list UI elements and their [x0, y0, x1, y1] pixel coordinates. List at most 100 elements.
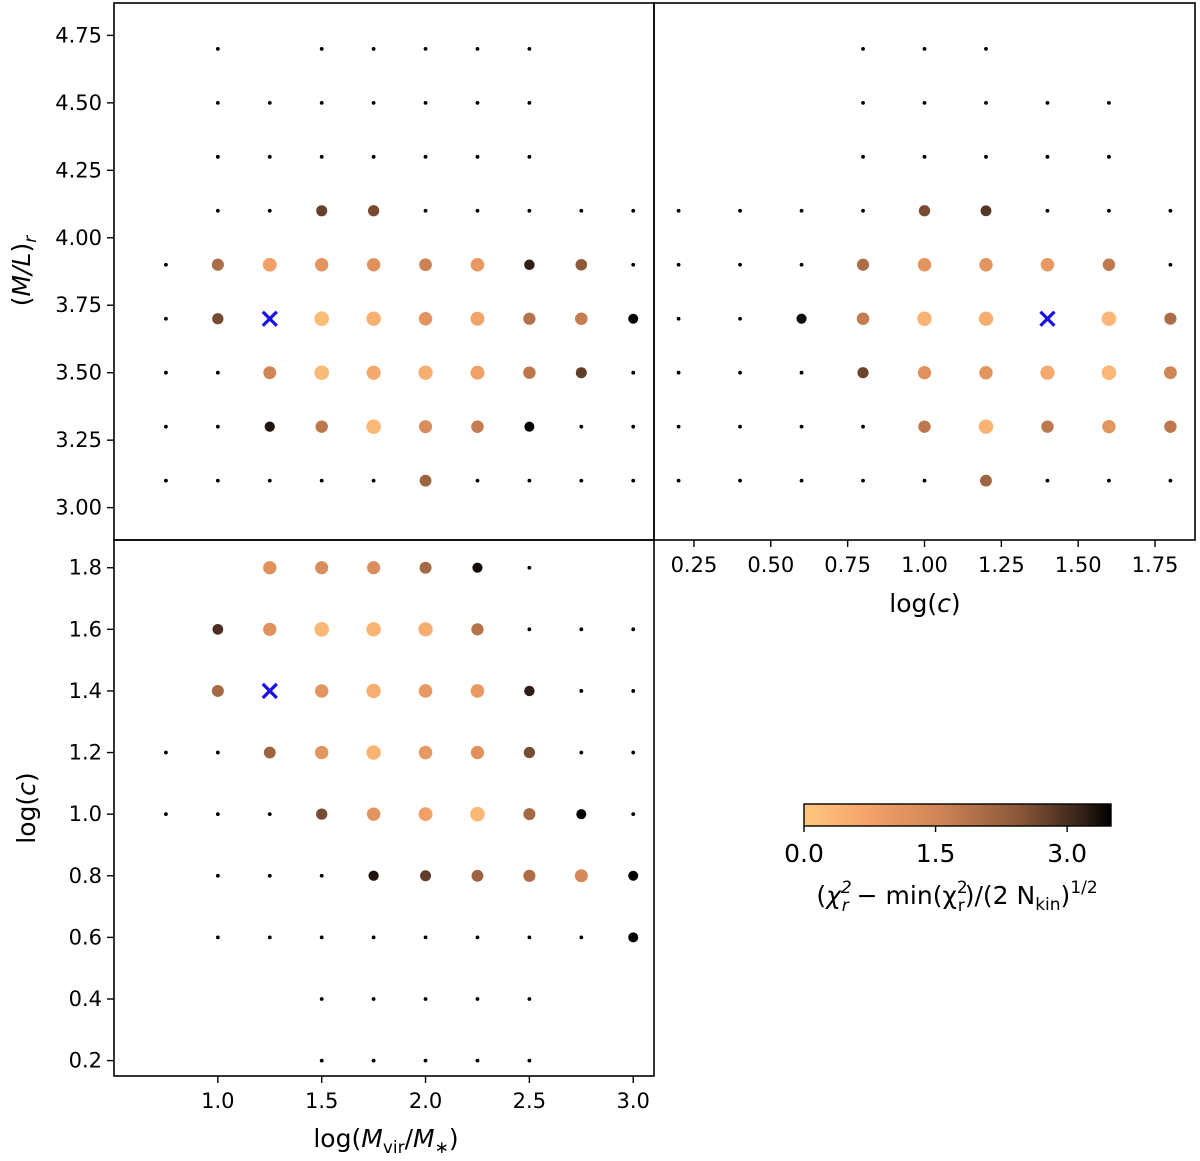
grid-point-logc-vs-logm	[527, 565, 532, 570]
y-tick-label-logc-vs-logm: 1.4	[69, 679, 102, 703]
data-point-logc-vs-logm	[524, 685, 535, 697]
data-point-ml-vs-logc	[917, 311, 932, 326]
grid-point-ml-vs-logm	[215, 100, 220, 105]
grid-point-logc-vs-logm	[371, 997, 376, 1001]
data-point-logc-vs-logm	[418, 807, 433, 822]
grid-point-ml-vs-logm	[164, 424, 168, 429]
data-point-ml-vs-logc	[918, 205, 931, 217]
grid-point-logc-vs-logm	[631, 627, 636, 632]
data-point-logc-vs-logm	[470, 745, 485, 760]
grid-point-ml-vs-logm	[319, 100, 324, 105]
y-tick-label-logc-vs-logm: 0.2	[69, 1049, 102, 1073]
grid-point-logc-vs-logm	[579, 750, 584, 755]
data-point-ml-vs-logc	[1040, 257, 1055, 272]
grid-point-ml-vs-logc	[738, 478, 742, 483]
x-tick-label-logc-vs-logm: 1.5	[305, 1089, 338, 1113]
data-point-ml-vs-logc	[917, 258, 932, 272]
data-point-logc-vs-logm	[472, 562, 483, 573]
grid-point-ml-vs-logc	[738, 208, 742, 213]
grid-point-ml-vs-logm	[423, 208, 428, 213]
y-tick-label-logc-vs-logm: 0.8	[69, 864, 102, 888]
data-point-ml-vs-logc	[1102, 419, 1116, 434]
grid-point-logc-vs-logm	[475, 1058, 480, 1063]
y-tick-label-ml-vs-logm: 4.00	[55, 226, 102, 250]
grid-point-ml-vs-logm	[164, 262, 168, 267]
data-point-ml-vs-logc	[856, 312, 870, 326]
grid-point-ml-vs-logc	[1168, 208, 1173, 213]
colorbar	[803, 803, 1112, 827]
data-point-logc-vs-logm	[315, 561, 329, 575]
grid-point-ml-vs-logc	[676, 370, 681, 375]
grid-point-logc-vs-logm	[319, 1058, 324, 1063]
grid-point-ml-vs-logm	[527, 478, 532, 483]
grid-point-logc-vs-logm	[164, 812, 168, 817]
grid-point-logc-vs-logm	[527, 997, 532, 1001]
grid-point-ml-vs-logc	[984, 46, 988, 51]
data-point-ml-vs-logm	[263, 366, 277, 380]
data-point-ml-vs-logm	[575, 312, 588, 326]
grid-point-ml-vs-logm	[475, 100, 480, 105]
data-point-ml-vs-logc	[978, 311, 994, 326]
grid-point-ml-vs-logm	[527, 208, 532, 213]
grid-point-logc-vs-logm	[267, 873, 272, 878]
grid-point-ml-vs-logc	[922, 478, 927, 483]
y-tick-label-logc-vs-logm: 1.8	[69, 556, 102, 580]
data-point-ml-vs-logm	[523, 312, 536, 325]
grid-point-logc-vs-logm	[371, 1058, 376, 1063]
x-axis-label-logm: log(Mvir/M∗)	[313, 1124, 458, 1158]
grid-point-ml-vs-logc	[984, 154, 988, 159]
data-point-ml-vs-logm	[314, 365, 330, 381]
best-fit-marker-ml-vs-logc	[1039, 310, 1056, 327]
x-tick-label-logc-vs-logm: 1.0	[201, 1089, 234, 1113]
grid-point-ml-vs-logc	[1107, 478, 1111, 483]
data-point-ml-vs-logc	[917, 366, 932, 380]
best-fit-marker-logc-vs-logm	[261, 682, 278, 700]
y-tick-label-ml-vs-logm: 3.25	[55, 428, 102, 452]
data-point-logc-vs-logm	[419, 561, 432, 574]
data-point-ml-vs-logc	[796, 313, 807, 324]
data-point-ml-vs-logm	[262, 257, 277, 272]
grid-point-ml-vs-logm	[215, 424, 220, 429]
grid-point-ml-vs-logm	[267, 208, 272, 213]
data-point-logc-vs-logm	[470, 684, 485, 698]
grid-point-ml-vs-logm	[475, 478, 480, 483]
data-point-ml-vs-logm	[471, 420, 484, 433]
y-tick-label-logc-vs-logm: 0.6	[69, 925, 102, 949]
grid-point-ml-vs-logc	[799, 478, 804, 483]
grid-point-ml-vs-logc	[1168, 262, 1173, 267]
data-point-logc-vs-logm	[574, 869, 588, 883]
data-point-logc-vs-logm	[263, 622, 277, 636]
data-point-logc-vs-logm	[418, 745, 433, 760]
grid-point-ml-vs-logm	[631, 478, 636, 483]
data-point-logc-vs-logm	[212, 623, 224, 635]
y-tick-label-logc-vs-logm: 1.0	[69, 802, 102, 826]
grid-point-ml-vs-logc	[861, 154, 865, 159]
grid-point-ml-vs-logm	[475, 46, 480, 51]
grid-point-ml-vs-logc	[1045, 208, 1050, 213]
data-point-ml-vs-logc	[1164, 312, 1177, 325]
grid-point-ml-vs-logm	[319, 46, 324, 51]
data-point-logc-vs-logm	[314, 622, 329, 637]
data-point-ml-vs-logm	[418, 365, 433, 380]
grid-point-ml-vs-logc	[676, 262, 681, 267]
data-point-ml-vs-logc	[1040, 365, 1055, 380]
data-point-ml-vs-logm	[264, 421, 275, 432]
data-point-ml-vs-logm	[524, 421, 535, 432]
grid-point-logc-vs-logm	[579, 627, 584, 632]
grid-point-logc-vs-logm	[215, 812, 220, 817]
grid-point-ml-vs-logm	[527, 154, 532, 159]
grid-point-logc-vs-logm	[527, 627, 532, 632]
data-point-logc-vs-logm	[420, 870, 432, 882]
y-tick-label-ml-vs-logm: 4.25	[55, 158, 102, 182]
grid-point-ml-vs-logm	[164, 478, 168, 483]
x-tick-label-ml-vs-logc: 1.00	[901, 553, 948, 577]
data-point-ml-vs-logc	[1041, 420, 1054, 433]
data-point-ml-vs-logc	[1164, 420, 1177, 433]
data-point-ml-vs-logm	[367, 205, 380, 217]
grid-point-ml-vs-logc	[984, 100, 988, 105]
grid-point-logc-vs-logm	[579, 935, 584, 940]
grid-point-logc-vs-logm	[475, 997, 480, 1001]
grid-point-ml-vs-logc	[861, 208, 865, 213]
data-point-logc-vs-logm	[366, 807, 381, 821]
